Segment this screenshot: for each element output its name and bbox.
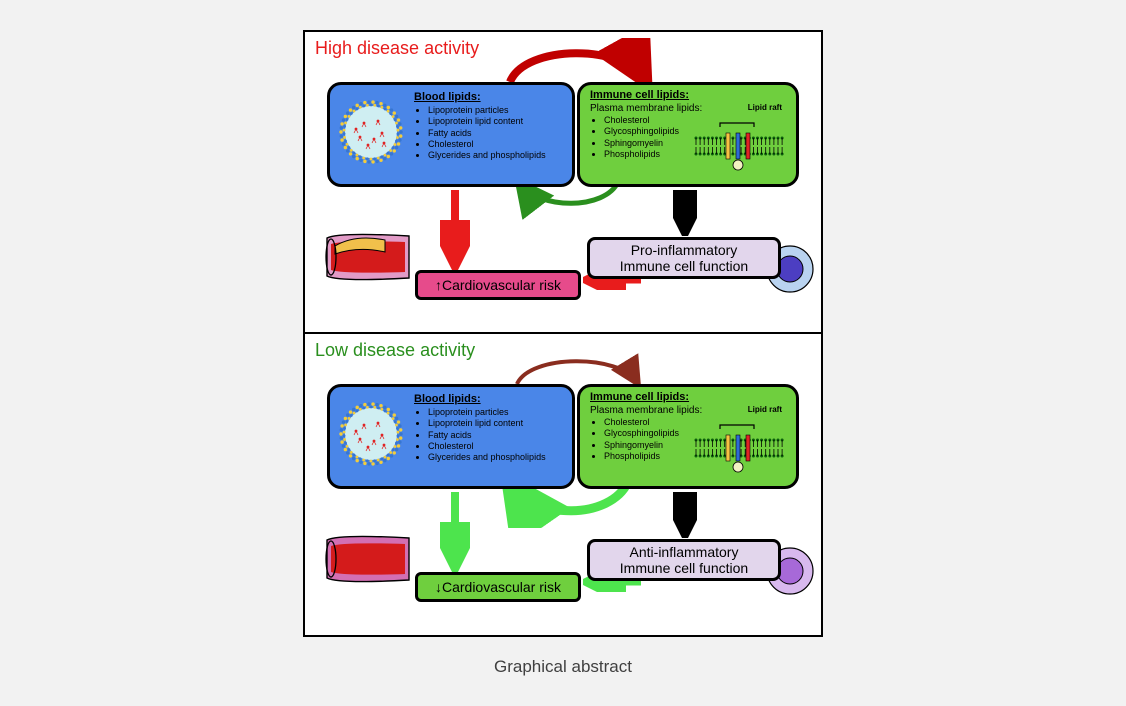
panel-high: High disease activity	[305, 32, 821, 334]
arrow-blue-to-cv-high	[440, 190, 470, 270]
section-title-low: Low disease activity	[315, 340, 475, 361]
arrow-green-to-func-high	[673, 190, 697, 236]
immune-lipids-box-low: Immune cell lipids: Plasma membrane lipi…	[577, 384, 799, 489]
cv-label: Cardiovascular risk	[442, 579, 561, 595]
blood-lipids-header: Blood lipids:	[414, 393, 564, 405]
cv-risk-box-high: ↑ Cardiovascular risk	[415, 270, 581, 300]
lipoprotein-icon	[338, 401, 404, 467]
arrow-green-to-func-low	[673, 492, 697, 538]
function-box-high: Pro-inflammatory Immune cell function	[587, 237, 781, 279]
immune-lipids-header: Immune cell lipids:	[590, 391, 788, 403]
lipid-raft-icon	[692, 423, 788, 473]
lipoprotein-icon	[338, 99, 404, 165]
vessel-icon-high	[325, 230, 411, 284]
blood-lipids-items-high: Lipoprotein particlesLipoprotein lipid c…	[414, 105, 564, 161]
cv-symbol: ↓	[435, 579, 442, 595]
function-line1: Pro-inflammatory	[631, 242, 738, 258]
function-line2: Immune cell function	[620, 560, 748, 576]
arrow-forward-high	[485, 38, 665, 88]
function-line2: Immune cell function	[620, 258, 748, 274]
cv-risk-box-low: ↓ Cardiovascular risk	[415, 572, 581, 602]
blood-lipids-items-low: Lipoprotein particlesLipoprotein lipid c…	[414, 407, 564, 463]
figure-caption: Graphical abstract	[0, 657, 1126, 677]
panel-low: Low disease activity	[305, 334, 821, 636]
immune-lipids-box-high: Immune cell lipids: Plasma membrane lipi…	[577, 82, 799, 187]
lipid-raft-icon	[692, 121, 788, 171]
function-line1: Anti-inflammatory	[630, 544, 739, 560]
section-title-high: High disease activity	[315, 38, 479, 59]
stage: High disease activity	[0, 0, 1126, 706]
immune-lipids-header: Immune cell lipids:	[590, 89, 788, 101]
vessel-icon-low	[325, 532, 411, 586]
blood-lipids-box-low: Blood lipids: Lipoprotein particlesLipop…	[327, 384, 575, 489]
cv-label: Cardiovascular risk	[442, 277, 561, 293]
lipid-raft-label-low: Lipid raft	[748, 405, 782, 414]
blood-lipids-header: Blood lipids:	[414, 91, 564, 103]
blood-lipids-box-high: Blood lipids: Lipoprotein particlesLipop…	[327, 82, 575, 187]
function-box-low: Anti-inflammatory Immune cell function	[587, 539, 781, 581]
cv-symbol: ↑	[435, 277, 442, 293]
figure: High disease activity	[303, 30, 823, 637]
arrow-blue-to-cv-low	[440, 492, 470, 572]
lipid-raft-label-high: Lipid raft	[748, 103, 782, 112]
